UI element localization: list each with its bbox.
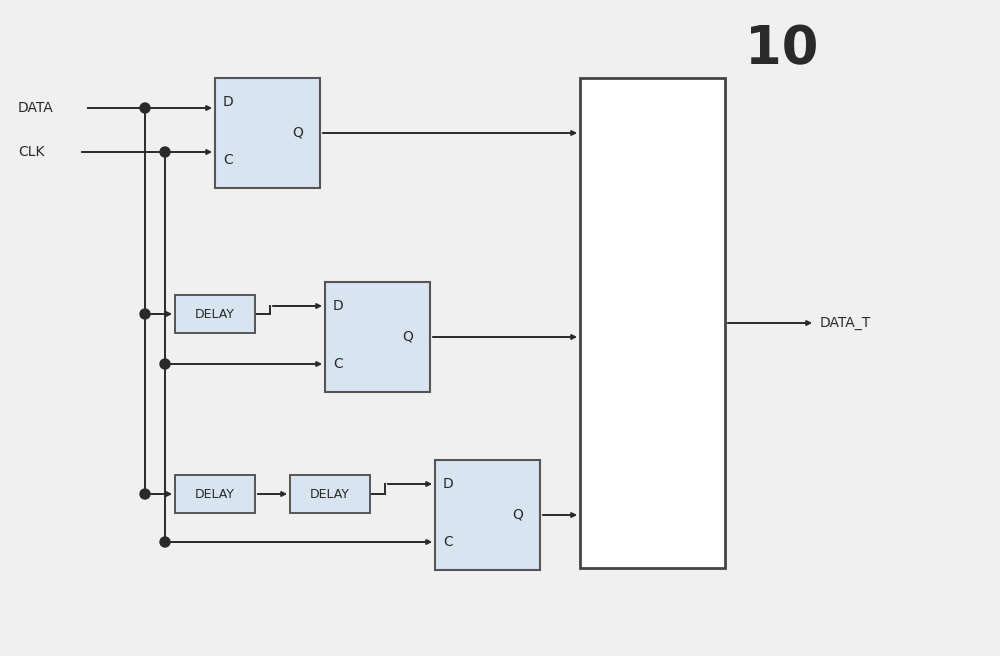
Circle shape — [140, 309, 150, 319]
Text: DATA: DATA — [18, 101, 54, 115]
Circle shape — [160, 147, 170, 157]
Circle shape — [140, 103, 150, 113]
Bar — [325, 282, 430, 392]
Text: Q: Q — [293, 126, 303, 140]
Circle shape — [160, 537, 170, 547]
Bar — [175, 295, 255, 333]
Text: D: D — [223, 95, 234, 109]
Text: D: D — [333, 299, 344, 313]
Text: C: C — [223, 153, 233, 167]
Text: DELAY: DELAY — [310, 487, 350, 501]
Text: C: C — [443, 535, 453, 549]
Circle shape — [140, 489, 150, 499]
Text: 10: 10 — [745, 23, 818, 75]
Text: Q: Q — [513, 508, 523, 522]
Text: Q: Q — [403, 330, 413, 344]
Text: D: D — [443, 477, 454, 491]
Bar — [290, 475, 370, 513]
Bar — [175, 475, 255, 513]
Text: DELAY: DELAY — [195, 308, 235, 321]
Text: DATA_T: DATA_T — [820, 316, 871, 330]
Bar — [435, 460, 540, 570]
Bar — [580, 78, 725, 568]
Bar — [215, 78, 320, 188]
Text: CLK: CLK — [18, 145, 44, 159]
Circle shape — [160, 359, 170, 369]
Text: C: C — [333, 357, 343, 371]
Text: DELAY: DELAY — [195, 487, 235, 501]
